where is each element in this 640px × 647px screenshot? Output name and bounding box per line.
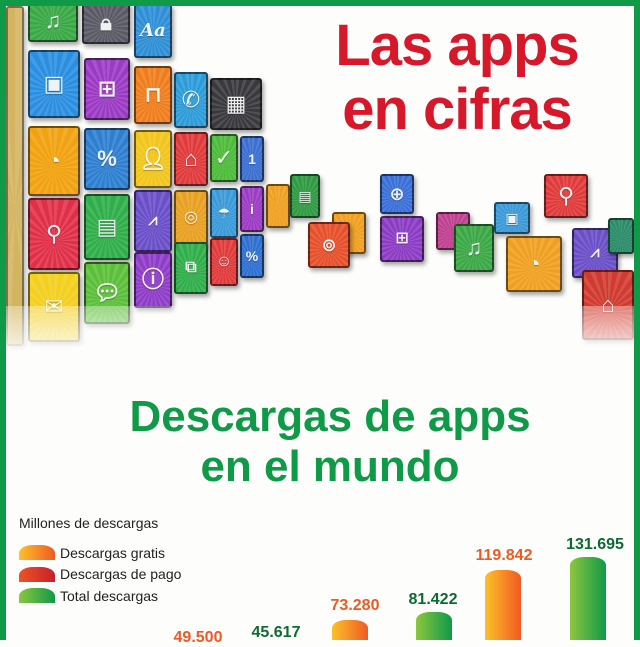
bar-value-label: 119.842 bbox=[475, 547, 533, 564]
legend-label: Descargas de pago bbox=[60, 566, 182, 583]
section-title-line2: en el mundo bbox=[200, 442, 460, 491]
umbrella-icon: ☂ bbox=[210, 188, 238, 238]
globe-icon: ⊕ bbox=[380, 174, 414, 214]
chat-icon: ▤ bbox=[84, 194, 130, 260]
chart-icon: ⩘ bbox=[134, 190, 172, 252]
calculator-icon: ▦ bbox=[210, 78, 262, 130]
left-edge-cubes bbox=[6, 6, 24, 346]
bar-gratis bbox=[332, 620, 368, 640]
section-title-line1: Descargas de apps bbox=[129, 392, 531, 441]
network-icon: ⊞ bbox=[84, 58, 130, 120]
hero-app-cubes-image: ♫ 🔒︎ Aa ▣ ⊞ ⊓ ✆ ▦ ◔ % 👤︎ ⌂ ✓ 1 ⚲ ▤ ⩘ ◎ ☂… bbox=[6, 6, 634, 366]
rss-large-icon: ◔ bbox=[506, 236, 562, 292]
phone-icon: ✆ bbox=[174, 72, 208, 128]
user-icon: 👤︎ bbox=[134, 130, 172, 188]
rss-small-icon bbox=[266, 184, 290, 228]
legend-label: Descargas gratis bbox=[60, 544, 166, 561]
bar-total bbox=[570, 557, 606, 640]
chat-small-icon: ▤ bbox=[290, 174, 320, 218]
check-icon: ✓ bbox=[210, 134, 238, 182]
font-aa-icon: Aa bbox=[134, 6, 172, 58]
camera-small-icon: ▣ bbox=[494, 202, 530, 234]
main-title: Las apps en cifras bbox=[292, 14, 622, 142]
main-title-line2: en cifras bbox=[342, 77, 573, 142]
rss-icon: ◔ bbox=[28, 126, 80, 196]
info-icon: ⓘ bbox=[134, 252, 172, 308]
calendar-icon: 1 bbox=[240, 136, 264, 182]
legend-swatch-red bbox=[19, 566, 55, 582]
bar-total bbox=[416, 612, 452, 640]
bar-value-label: 49.500 bbox=[173, 629, 223, 646]
search-icon: ⚲ bbox=[28, 198, 80, 270]
bar-value-label: 73.280 bbox=[330, 597, 380, 614]
percent-icon: % bbox=[84, 128, 130, 190]
legend-item-pago: Descargas de pago bbox=[19, 564, 181, 586]
search-red-icon: ⚲ bbox=[544, 174, 588, 218]
camera-icon: ▣ bbox=[28, 50, 80, 118]
teal-cube bbox=[608, 218, 634, 254]
chart-legend: Descargas gratis Descargas de pago Total… bbox=[19, 542, 181, 607]
legend-swatch-orange bbox=[19, 545, 55, 561]
bar-gratis bbox=[485, 570, 521, 640]
lock-icon: 🔒︎ bbox=[82, 6, 130, 44]
percent-small-icon: % bbox=[240, 234, 264, 278]
photo-icon: ⧉ bbox=[174, 242, 208, 294]
info-small-icon: i bbox=[240, 186, 264, 232]
unlocked-icon: ⊓ bbox=[134, 66, 172, 124]
bar-value-label: 81.422 bbox=[408, 591, 458, 608]
dinner-icon: ◎ bbox=[174, 190, 208, 246]
music-small-icon: ♫ bbox=[454, 224, 494, 272]
network-small-icon: ⊞ bbox=[380, 216, 424, 262]
legend-label: Total descargas bbox=[60, 587, 159, 604]
smiley-icon: ☺ bbox=[210, 238, 238, 286]
bar-value-label: 131.695 bbox=[566, 536, 624, 553]
bar-value-label: 45.617 bbox=[251, 624, 301, 641]
broadcast-icon: ⊚ bbox=[308, 222, 350, 268]
home-icon: ⌂ bbox=[174, 132, 208, 186]
legend-item-total: Total descargas bbox=[19, 585, 181, 607]
section-title: Descargas de apps en el mundo bbox=[60, 392, 600, 492]
music-note-icon: ♫ bbox=[28, 6, 78, 42]
floor-reflection bbox=[6, 306, 634, 366]
legend-item-gratis: Descargas gratis bbox=[19, 542, 181, 564]
unit-label: Millones de descargas bbox=[19, 515, 159, 531]
legend-swatch-green bbox=[19, 588, 55, 604]
main-title-line1: Las apps bbox=[335, 13, 579, 78]
